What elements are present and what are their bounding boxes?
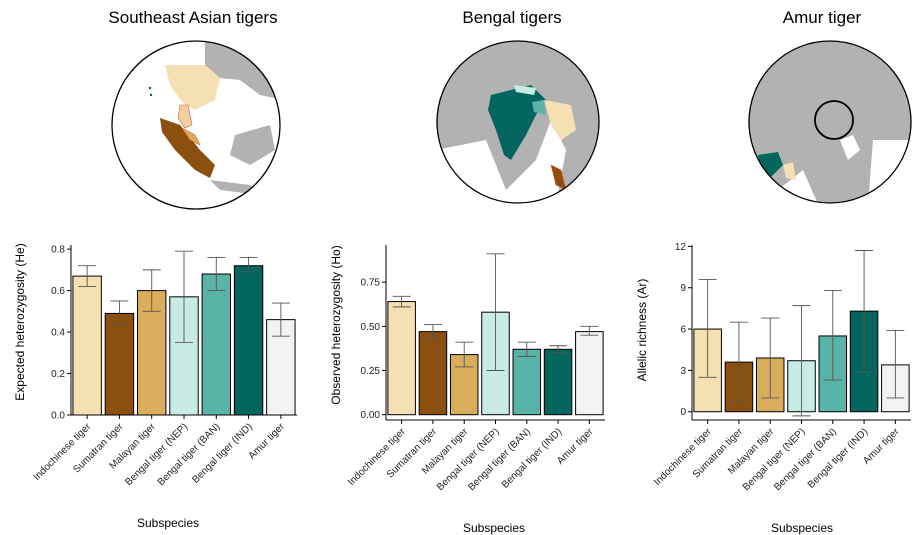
y-tick-label: 0.00 — [361, 410, 381, 421]
bar — [201, 273, 231, 416]
map-amur — [748, 40, 912, 204]
x-tick-label: Indochinese tiger — [346, 426, 408, 488]
map-southeast-asia — [111, 40, 281, 210]
map-title-southeast-asian: Southeast Asian tigers — [108, 8, 278, 27]
y-tick-label: 9 — [680, 283, 686, 294]
x-tick-label: Indochinese tiger — [32, 421, 94, 483]
y-tick-label: 0.6 — [51, 286, 65, 297]
x-axis-title: Subspecies — [137, 516, 199, 530]
bar — [418, 331, 448, 416]
y-tick-label: 0.8 — [51, 245, 65, 256]
x-tick-label: Amur tiger — [247, 421, 288, 462]
y-axis-title: Expected heterozygosity (He) — [13, 243, 27, 400]
bar — [233, 265, 264, 416]
map-region-nepal — [514, 85, 536, 95]
x-tick-label: Bengal tiger (IND) — [190, 421, 254, 485]
y-tick-label: 0.50 — [361, 322, 381, 333]
y-tick-label: 0.4 — [51, 328, 65, 339]
y-tick-label: 12 — [675, 242, 687, 253]
map-region-sumatran — [160, 118, 215, 178]
y-tick-label: 3 — [680, 366, 686, 377]
map-region-indochinese — [544, 100, 576, 140]
map-region-malayan-peninsula — [181, 127, 201, 146]
bar — [387, 301, 416, 416]
y-tick-label: 0.25 — [361, 366, 381, 377]
bar — [543, 348, 573, 416]
y-axis-title: Observed heterozygosity (Ho) — [329, 245, 343, 404]
y-tick-label: 0.2 — [51, 369, 65, 380]
bar — [575, 331, 604, 416]
map-region-indochinese — [783, 162, 796, 180]
map-land — [230, 125, 275, 165]
map-sea — [840, 135, 860, 160]
map-region-bangladesh — [532, 100, 546, 115]
map-sea — [868, 140, 911, 203]
bar — [72, 275, 102, 416]
x-tick-label: Indochinese tiger — [652, 426, 714, 488]
bar — [104, 312, 135, 416]
x-axis-title: Subspecies — [463, 521, 525, 535]
map-region-indochinese — [165, 65, 220, 110]
bar — [512, 348, 542, 416]
x-axis-title: Subspecies — [771, 521, 833, 535]
map-sea — [437, 120, 566, 203]
map-title-amur: Amur tiger — [782, 8, 862, 27]
y-tick-label: 0 — [680, 407, 686, 418]
y-tick-label: 0.75 — [361, 278, 381, 289]
map-title-bengal: Bengal tigers — [462, 8, 562, 27]
map-region-malayan — [177, 104, 193, 129]
map-bengal — [436, 40, 600, 204]
y-tick-label: 0.0 — [51, 411, 65, 422]
map-region-india — [488, 85, 546, 160]
y-axis-title: Allelic richness (Ar) — [635, 279, 649, 382]
y-tick-label: 6 — [680, 325, 686, 336]
amur-range-highlight — [814, 100, 854, 140]
